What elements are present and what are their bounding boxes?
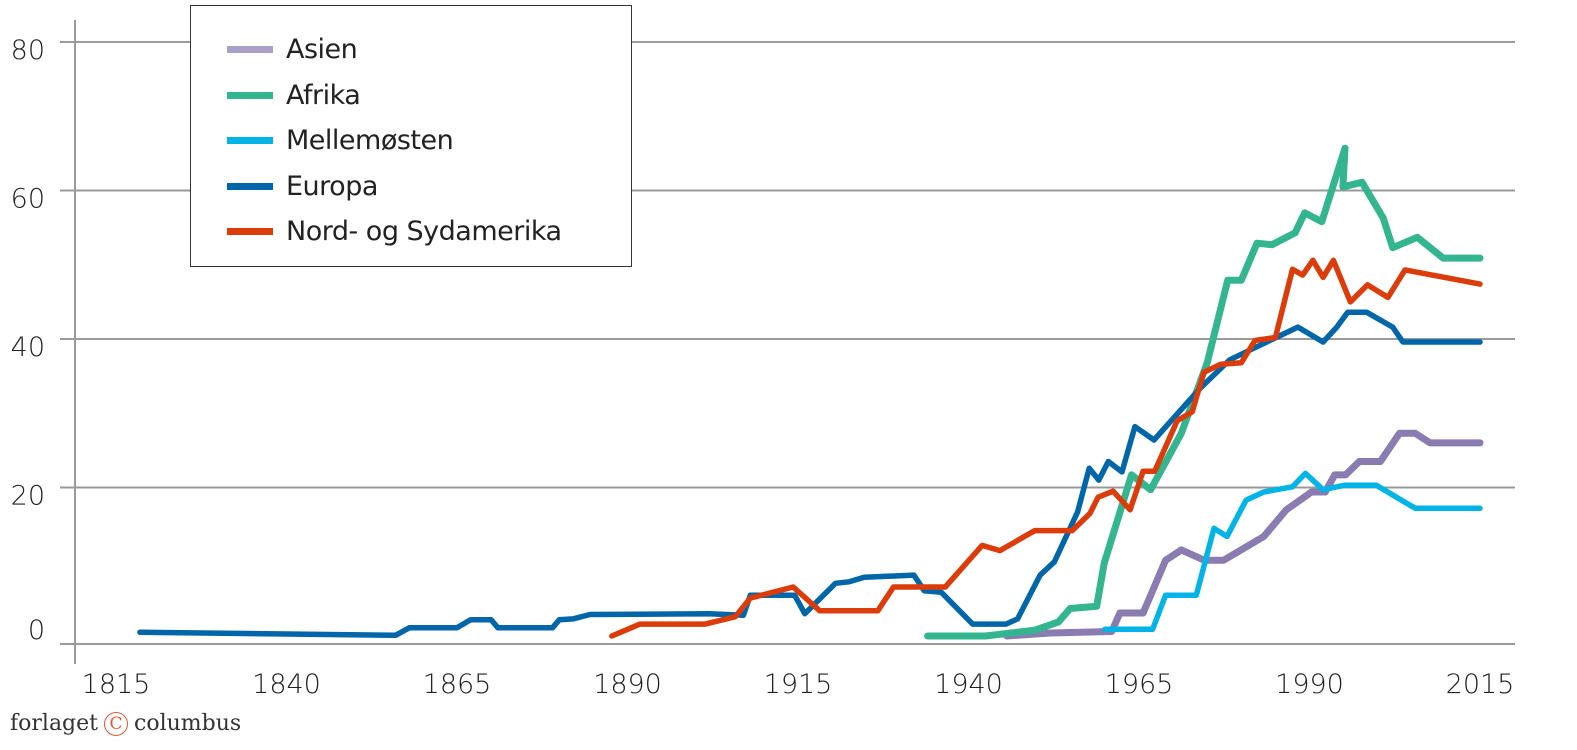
legend-item-amerika: Nord- og Sydamerika <box>227 209 562 253</box>
x-tick-label: 2015 <box>1446 669 1515 700</box>
x-tick-label: 1915 <box>764 669 833 700</box>
logo-text-left: forlaget <box>10 711 98 736</box>
series-line-mellemøsten <box>1102 470 1483 633</box>
y-tick-label: 60 <box>11 184 45 215</box>
legend-swatch <box>227 91 273 99</box>
x-tick-label: 1965 <box>1105 669 1174 700</box>
y-tick-label: 0 <box>28 615 45 646</box>
legend-label: Nord- og Sydamerika <box>286 215 562 247</box>
legend-label: Europa <box>286 170 378 202</box>
legend-item-europa: Europa <box>227 164 378 208</box>
y-tick-label: 40 <box>11 332 45 363</box>
series-line-afrika <box>924 144 1484 640</box>
legend-swatch <box>227 182 273 190</box>
y-tick-label: 20 <box>11 481 45 512</box>
x-tick-label: 1840 <box>252 669 321 700</box>
series-line-asien <box>1003 429 1484 640</box>
legend: Asien Afrika Mellemøsten Europa Nord- og… <box>190 5 632 267</box>
legend-item-afrika: Afrika <box>227 73 361 117</box>
logo-text-right: columbus <box>134 711 242 736</box>
publisher-logo: forlaget C columbus <box>10 711 241 736</box>
x-tick-label: 1815 <box>82 669 151 700</box>
y-tick-label: 80 <box>11 35 45 66</box>
legend-label: Mellemøsten <box>286 124 454 156</box>
x-tick-label: 1865 <box>423 669 492 700</box>
x-tick-label: 1990 <box>1275 669 1344 700</box>
legend-label: Asien <box>286 33 358 65</box>
legend-item-asien: Asien <box>227 27 358 71</box>
legend-item-mellemosten: Mellemøsten <box>227 118 454 162</box>
legend-swatch <box>227 136 273 144</box>
series-line-nord-og-sydamerika <box>609 257 1483 639</box>
series-line-europa <box>137 309 1483 639</box>
copyright-c-icon: C <box>104 711 128 736</box>
legend-swatch <box>227 45 273 53</box>
legend-swatch <box>227 227 273 235</box>
x-tick-label: 1890 <box>593 669 662 700</box>
legend-label: Afrika <box>286 79 361 111</box>
x-tick-label: 1940 <box>934 669 1003 700</box>
